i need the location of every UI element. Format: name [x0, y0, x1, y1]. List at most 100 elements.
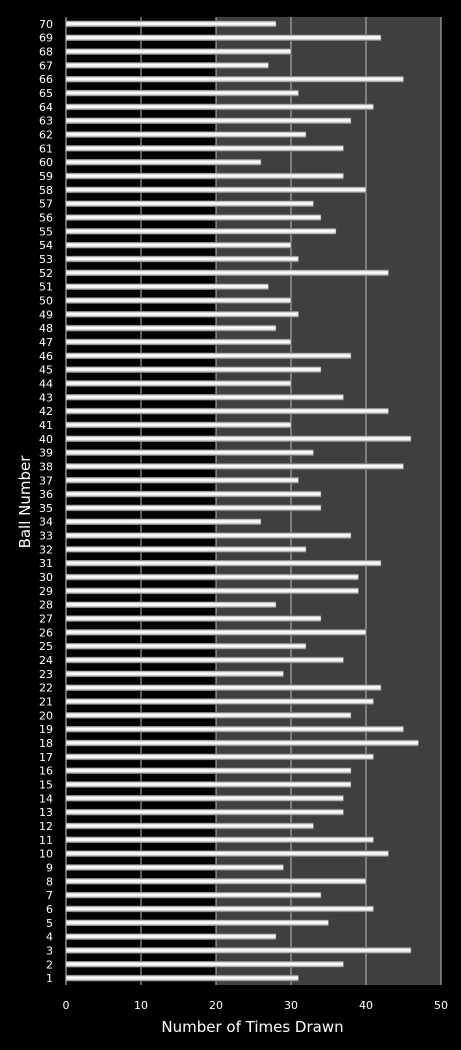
bar-ball-29: [65, 587, 359, 595]
y-tick-label: 12: [39, 820, 53, 833]
bar-ball-42: [65, 407, 389, 415]
bar-ball-60: [65, 158, 262, 166]
bar-ball-39: [65, 449, 314, 456]
y-tick-label: 63: [39, 115, 53, 128]
y-tick-label: 66: [39, 73, 53, 86]
bar-ball-58: [65, 186, 367, 194]
bar-ball-66: [65, 75, 404, 83]
bar-ball-18: [65, 739, 419, 747]
y-tick-label: 61: [39, 142, 53, 155]
y-tick-label: 40: [39, 433, 53, 446]
bar-ball-70: [65, 20, 277, 28]
y-tick-label: 8: [46, 875, 53, 888]
y-tick-label: 43: [39, 391, 53, 404]
y-tick-label: 19: [39, 723, 53, 736]
bar-ball-46: [65, 352, 352, 360]
y-tick-label: 69: [39, 32, 53, 45]
y-tick-label: 16: [39, 765, 53, 778]
bar-ball-15: [65, 781, 352, 788]
bar-ball-1: [65, 974, 299, 982]
bar-ball-16: [65, 767, 352, 774]
x-tick-label: 0: [63, 999, 70, 1012]
bar-ball-50: [65, 297, 292, 304]
bar-ball-65: [65, 89, 299, 97]
y-tick-label: 7: [46, 889, 53, 902]
bar-ball-9: [65, 864, 284, 871]
y-tick-label: 38: [39, 460, 53, 473]
x-tick-label: 40: [359, 999, 373, 1012]
y-tick-label: 28: [39, 599, 53, 612]
y-tick-label: 60: [39, 156, 53, 169]
y-tick-label: 10: [39, 848, 53, 861]
bar-ball-8: [65, 878, 367, 885]
bar-ball-51: [65, 283, 269, 290]
bar-ball-17: [65, 753, 374, 761]
y-tick-label: 3: [46, 944, 53, 957]
bar-ball-54: [65, 241, 292, 249]
y-tick-label: 20: [39, 709, 53, 722]
bar-ball-40: [65, 435, 412, 443]
y-tick-label: 25: [39, 640, 53, 653]
y-tick-label: 2: [46, 958, 53, 971]
bar-ball-38: [65, 463, 404, 470]
y-tick-label: 30: [39, 571, 53, 584]
y-tick-label: 24: [39, 654, 53, 667]
bar-ball-31: [65, 559, 382, 567]
bar-ball-44: [65, 380, 292, 387]
y-tick-label: 6: [46, 903, 53, 916]
x-axis-title: Number of Times Drawn: [161, 1018, 343, 1036]
x-tick-label: 50: [434, 999, 448, 1012]
bar-ball-32: [65, 546, 307, 553]
bar-ball-20: [65, 712, 352, 719]
x-tick-label: 30: [284, 999, 298, 1012]
bar-ball-30: [65, 573, 359, 581]
y-tick-label: 35: [39, 502, 53, 515]
y-tick-label: 50: [39, 294, 53, 307]
x-tick-label: 10: [134, 999, 148, 1012]
bar-ball-69: [65, 34, 382, 41]
bar-ball-49: [65, 311, 299, 318]
y-tick-label: 70: [39, 18, 53, 31]
y-tick-label: 9: [46, 861, 53, 874]
bar-ball-67: [65, 62, 269, 69]
bar-ball-27: [65, 615, 322, 622]
y-tick-label: 17: [39, 751, 53, 764]
bar-ball-2: [65, 961, 344, 968]
bar-ball-4: [65, 933, 277, 940]
bar-ball-56: [65, 214, 322, 221]
x-tick-label: 20: [209, 999, 223, 1012]
bar-ball-7: [65, 891, 322, 899]
y-tick-label: 56: [39, 212, 53, 225]
y-tick-label: 26: [39, 626, 53, 639]
bar-ball-47: [65, 338, 292, 346]
y-tick-label: 49: [39, 308, 53, 321]
y-tick-label: 41: [39, 419, 53, 432]
y-tick-label: 34: [39, 516, 53, 529]
y-tick-labels: 1234567891011121314151617181920212223242…: [39, 18, 53, 985]
y-tick-label: 47: [39, 336, 53, 349]
y-tick-label: 67: [39, 59, 53, 72]
bar-ball-55: [65, 228, 337, 235]
y-tick-label: 58: [39, 184, 53, 197]
bar-ball-62: [65, 131, 307, 138]
y-tick-label: 55: [39, 225, 53, 238]
y-tick-label: 33: [39, 530, 53, 543]
y-tick-label: 11: [39, 834, 53, 847]
y-tick-label: 68: [39, 46, 53, 59]
bar-ball-68: [65, 48, 292, 55]
y-tick-label: 62: [39, 129, 53, 142]
bar-ball-45: [65, 366, 322, 373]
y-tick-label: 15: [39, 778, 53, 791]
y-tick-label: 32: [39, 543, 53, 556]
y-tick-label: 22: [39, 682, 53, 695]
bar-ball-22: [65, 684, 382, 691]
y-tick-label: 45: [39, 364, 53, 377]
y-tick-label: 29: [39, 585, 53, 598]
y-tick-label: 1: [46, 972, 53, 985]
bar-ball-3: [65, 947, 412, 954]
bar-ball-25: [65, 642, 307, 650]
bar-ball-63: [65, 117, 352, 124]
bar-ball-36: [65, 490, 322, 498]
